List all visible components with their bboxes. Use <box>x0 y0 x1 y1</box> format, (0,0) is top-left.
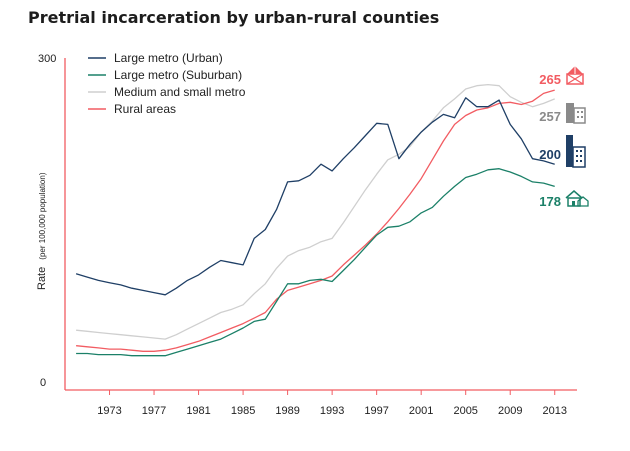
x-tick-label: 1977 <box>142 405 166 417</box>
series-lines <box>75 83 555 357</box>
x-tick-label: 2009 <box>498 405 522 417</box>
legend: Large metro (Urban) Large metro (Suburban… <box>88 51 246 116</box>
end-value-label: 200 <box>539 147 561 162</box>
x-tick-label: 1993 <box>320 405 344 417</box>
y-axis-title-unit: (per 100,000 population) <box>38 172 47 260</box>
x-tick-label: 1981 <box>186 405 210 417</box>
y-tick-label-0: 0 <box>40 377 46 389</box>
x-tick-label: 2001 <box>409 405 433 417</box>
legend-label: Medium and small metro <box>114 85 246 99</box>
end-labels: 265 257 200 178 <box>539 72 561 209</box>
y-axis-title-main: Rate <box>36 267 48 290</box>
barn-icon <box>566 66 584 85</box>
y-tick-label-300: 300 <box>38 53 56 65</box>
x-tick-label: 1989 <box>275 405 299 417</box>
x-tick-label: 2005 <box>453 405 477 417</box>
house-icon <box>565 190 589 207</box>
end-value-label: 257 <box>539 109 561 124</box>
legend-label: Large metro (Suburban) <box>114 68 242 82</box>
x-tick-label: 1973 <box>97 405 121 417</box>
series-line <box>75 97 555 296</box>
x-tick-label: 1985 <box>231 405 255 417</box>
end-value-label: 178 <box>539 194 561 209</box>
building-icon <box>566 103 586 124</box>
x-tick-group: 1973 1977 1981 1985 1989 1993 1997 2001 2005 2009… <box>97 390 567 417</box>
city-skyscraper-icon <box>566 135 586 168</box>
series-line <box>76 83 555 340</box>
y-axis-title: Rate (per 100,000 population) <box>36 172 48 290</box>
series-line <box>76 168 555 357</box>
chart-title: Pretrial incarceration by urban-rural co… <box>28 8 439 27</box>
x-tick-label: 1997 <box>364 405 388 417</box>
x-tick-label: 2013 <box>542 405 566 417</box>
end-value-label: 265 <box>539 72 561 87</box>
legend-label: Rural areas <box>114 102 176 116</box>
series-line <box>76 89 555 352</box>
legend-label: Large metro (Urban) <box>114 51 223 65</box>
